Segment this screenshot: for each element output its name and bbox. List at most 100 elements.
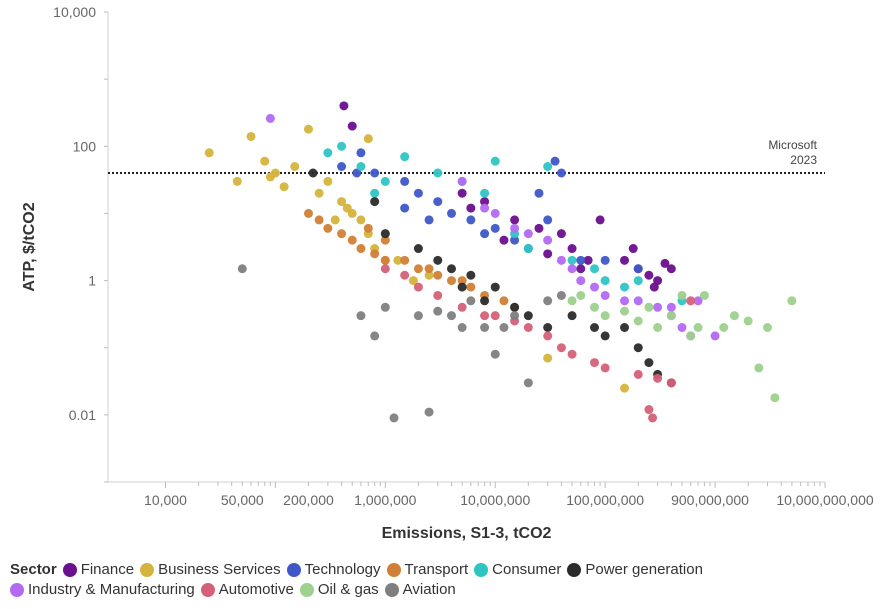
data-point <box>356 244 366 254</box>
data-point <box>490 223 500 233</box>
legend-swatch <box>386 563 401 577</box>
data-point <box>370 249 380 259</box>
legend-item: Transport <box>386 560 469 580</box>
data-point <box>480 311 490 321</box>
data-point <box>633 316 643 326</box>
data-point <box>590 264 600 274</box>
data-point <box>600 331 610 341</box>
data-point <box>666 378 676 388</box>
data-point <box>620 383 630 393</box>
data-point <box>620 306 630 316</box>
data-point <box>576 255 586 265</box>
data-point <box>590 302 600 312</box>
data-point <box>424 264 434 274</box>
y-tick-label: 1 <box>88 273 96 289</box>
data-point <box>457 282 467 292</box>
data-point <box>356 215 366 225</box>
data-point <box>400 203 410 213</box>
data-point <box>620 323 630 333</box>
data-point <box>523 244 533 254</box>
data-point <box>754 363 764 373</box>
data-point <box>567 264 577 274</box>
data-point <box>729 311 739 321</box>
data-point <box>370 168 380 178</box>
data-point <box>600 276 610 286</box>
data-point <box>699 290 709 300</box>
reference-line-label: Microsoft <box>768 138 817 152</box>
data-point <box>330 215 340 225</box>
data-point <box>620 282 630 292</box>
data-point <box>633 369 643 379</box>
data-point <box>543 331 553 341</box>
data-point <box>653 302 663 312</box>
data-point <box>490 349 500 359</box>
data-point <box>523 229 533 239</box>
data-point <box>347 235 357 245</box>
data-point <box>466 282 476 292</box>
data-point <box>534 188 544 198</box>
legend-item: Finance <box>62 560 135 580</box>
data-point <box>633 343 643 353</box>
legend-label: Automotive <box>218 581 294 598</box>
data-point <box>393 255 403 265</box>
x-tick-label: 10,000,000 <box>460 492 530 508</box>
legend-label: Industry & Manufacturing <box>28 581 195 598</box>
legend-label: Technology <box>304 561 381 578</box>
data-point <box>446 208 456 218</box>
legend-label: Business Services <box>158 561 281 578</box>
legend-swatch <box>567 563 582 577</box>
data-point <box>567 349 577 359</box>
data-point <box>550 156 560 166</box>
data-point <box>666 264 676 274</box>
data-point <box>763 323 773 333</box>
legend-row: Industry & Manufacturing Automotive Oil & … <box>10 580 890 600</box>
data-point <box>600 363 610 373</box>
data-point <box>356 161 366 171</box>
legend-item: Business Services <box>140 560 281 580</box>
data-point <box>356 148 366 158</box>
data-point <box>466 296 476 306</box>
data-point <box>648 413 658 423</box>
data-point <box>380 235 390 245</box>
legend-title: Sector <box>10 561 57 578</box>
data-point <box>567 244 577 254</box>
data-point <box>314 215 324 225</box>
data-point <box>290 161 300 171</box>
data-point <box>466 203 476 213</box>
data-point <box>457 176 467 186</box>
data-point <box>653 323 663 333</box>
x-tick-label: 900,000,000 <box>671 492 749 508</box>
data-point <box>339 101 349 111</box>
reference-line-label: 2023 <box>790 153 817 167</box>
data-point <box>576 276 586 286</box>
legend-label: Finance <box>80 561 135 578</box>
data-point <box>457 188 467 198</box>
data-point <box>337 197 347 207</box>
data-point <box>510 235 520 245</box>
data-point <box>534 223 544 233</box>
data-point <box>323 223 333 233</box>
y-tick-label: 0.01 <box>69 407 96 423</box>
data-point <box>499 235 509 245</box>
data-point <box>556 343 566 353</box>
data-point <box>413 282 423 292</box>
data-point <box>556 290 566 300</box>
data-point <box>576 290 586 300</box>
data-point <box>595 215 605 225</box>
data-point <box>666 311 676 321</box>
data-point <box>543 235 553 245</box>
legend-swatch <box>62 563 77 577</box>
data-point <box>457 323 467 333</box>
data-point <box>543 215 553 225</box>
legend-label: Transport <box>404 561 469 578</box>
data-point <box>466 270 476 280</box>
data-point <box>523 311 533 321</box>
data-point <box>510 215 520 225</box>
data-point <box>232 176 242 186</box>
data-point <box>480 203 490 213</box>
data-point <box>480 188 490 198</box>
data-point <box>677 290 687 300</box>
data-point <box>556 168 566 178</box>
x-tick-label: 10,000,000,000 <box>776 492 874 508</box>
data-point <box>323 176 333 186</box>
